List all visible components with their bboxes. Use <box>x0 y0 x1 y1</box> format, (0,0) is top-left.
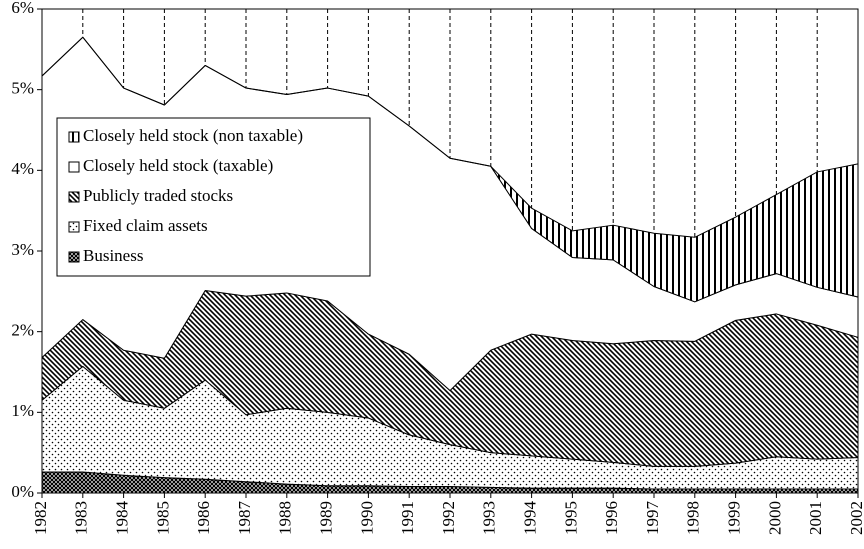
x-tick-label: 1989 <box>317 501 336 535</box>
x-tick-label: 1990 <box>357 501 376 535</box>
x-tick-label: 2002 <box>847 501 864 535</box>
x-tick-label: 1999 <box>725 501 744 535</box>
x-tick-label: 2000 <box>765 501 784 535</box>
legend-swatch <box>68 251 80 263</box>
x-tick-label: 1986 <box>194 501 213 535</box>
legend-swatch <box>68 191 80 203</box>
y-tick-label: 1% <box>11 401 34 420</box>
x-tick-label: 1996 <box>602 501 621 535</box>
x-tick-label: 1994 <box>521 501 540 536</box>
x-tick-label: 1992 <box>439 501 458 535</box>
legend-label: Closely held stock (taxable) <box>83 156 273 175</box>
x-tick-label: 1982 <box>31 501 50 535</box>
x-tick-label: 1984 <box>113 501 132 536</box>
x-tick-label: 1997 <box>643 501 662 536</box>
x-tick-label: 2001 <box>806 501 825 535</box>
x-tick-label: 1995 <box>561 501 580 535</box>
x-tick-label: 1983 <box>72 501 91 535</box>
legend-swatch <box>68 161 80 173</box>
legend-label: Publicly traded stocks <box>83 186 233 205</box>
x-tick-label: 1985 <box>153 501 172 535</box>
y-tick-label: 2% <box>11 321 34 340</box>
legend: Closely held stock (non taxable) Closely … <box>56 117 371 277</box>
legend-label: Fixed claim assets <box>83 216 208 235</box>
legend-swatch <box>68 221 80 233</box>
legend-box <box>56 117 371 277</box>
x-tick-label: 1988 <box>276 501 295 535</box>
legend-swatch <box>68 131 80 143</box>
y-tick-label: 3% <box>11 240 34 259</box>
x-tick-label: 1993 <box>480 501 499 535</box>
y-tick-label: 5% <box>11 79 34 98</box>
y-tick-label: 6% <box>11 0 34 17</box>
x-tick-label: 1991 <box>398 501 417 535</box>
legend-label: Closely held stock (non taxable) <box>83 126 303 145</box>
y-tick-label: 4% <box>11 159 34 178</box>
x-tick-label: 1987 <box>235 501 254 536</box>
legend-label: Business <box>83 246 143 265</box>
y-tick-label: 0% <box>11 482 34 501</box>
x-tick-label: 1998 <box>684 501 703 535</box>
